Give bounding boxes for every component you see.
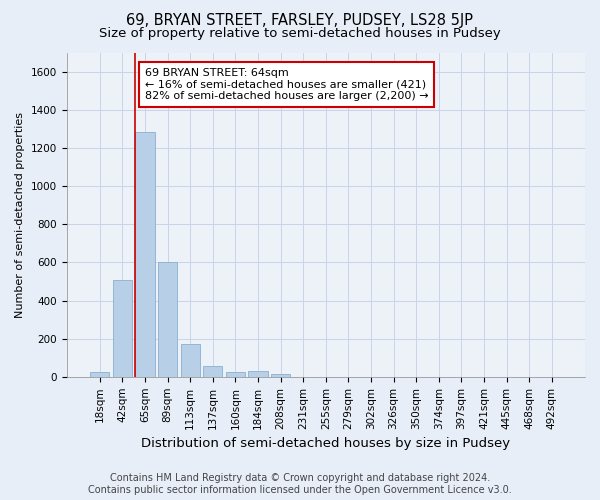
- Bar: [226, 372, 245, 377]
- X-axis label: Distribution of semi-detached houses by size in Pudsey: Distribution of semi-detached houses by …: [141, 437, 511, 450]
- Bar: [203, 366, 223, 377]
- Bar: [90, 372, 109, 377]
- Bar: [181, 344, 200, 377]
- Y-axis label: Number of semi-detached properties: Number of semi-detached properties: [15, 112, 25, 318]
- Text: 69, BRYAN STREET, FARSLEY, PUDSEY, LS28 5JP: 69, BRYAN STREET, FARSLEY, PUDSEY, LS28 …: [127, 12, 473, 28]
- Bar: [136, 132, 155, 377]
- Text: 69 BRYAN STREET: 64sqm
← 16% of semi-detached houses are smaller (421)
82% of se: 69 BRYAN STREET: 64sqm ← 16% of semi-det…: [145, 68, 428, 101]
- Bar: [113, 280, 132, 377]
- Text: Contains HM Land Registry data © Crown copyright and database right 2024.
Contai: Contains HM Land Registry data © Crown c…: [88, 474, 512, 495]
- Text: Size of property relative to semi-detached houses in Pudsey: Size of property relative to semi-detach…: [99, 28, 501, 40]
- Bar: [271, 374, 290, 377]
- Bar: [158, 262, 177, 377]
- Bar: [248, 371, 268, 377]
